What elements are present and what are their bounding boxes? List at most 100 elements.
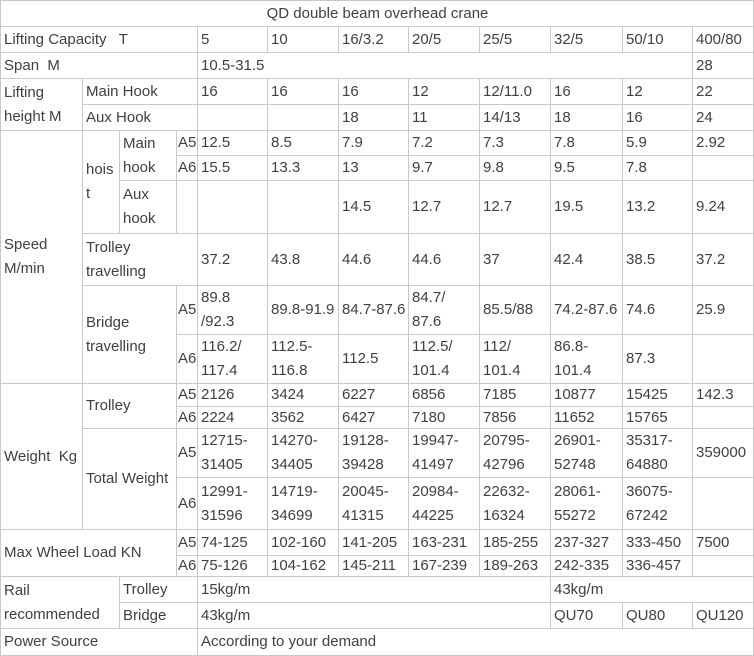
- bridge-a6-value: 86.8- 101.4: [550, 334, 623, 384]
- main-hook-value: 22: [692, 78, 754, 105]
- main-hook-value: 16: [267, 78, 339, 105]
- weight-trolley-a6-value: 15765: [622, 406, 693, 429]
- trolley-travelling-value: 37.2: [692, 233, 754, 286]
- total-weight-a5-value: 14270- 34405: [267, 428, 339, 478]
- hoist-main-a6-value: 15.5: [197, 155, 268, 181]
- total-weight-a6-value: 20984- 44225: [408, 477, 480, 530]
- bridge-a6-value: 112/ 101.4: [479, 334, 551, 384]
- label-bridge-travelling: Bridge travelling: [82, 285, 177, 384]
- max-wheel-a5-value: 74-125: [197, 529, 268, 556]
- bridge-a6-value: [692, 334, 754, 384]
- main-hook-value: 16: [197, 78, 268, 105]
- main-hook-value: 12: [622, 78, 693, 105]
- label-max-wheel-load: Max Wheel Load KN: [0, 529, 177, 577]
- hoist-main-a5-value: 7.2: [408, 130, 480, 156]
- weight-trolley-a6-value: 7856: [479, 406, 551, 429]
- capacity-value: 50/10: [622, 26, 693, 53]
- weight-trolley-a5-value: 15425: [622, 383, 693, 407]
- bridge-a6-value: 112.5/ 101.4: [408, 334, 480, 384]
- bridge-a5-value: 25.9: [692, 285, 754, 335]
- capacity-row: Lifting Capacity T 5 10 16/3.2 20/5 25/5…: [0, 26, 754, 53]
- max-wheel-a6-value: 336-457: [622, 555, 693, 577]
- hoist-main-a6-value: 13: [338, 155, 409, 181]
- trolley-travelling-value: 44.6: [338, 233, 409, 286]
- span-value: 10.5-31.5: [197, 52, 693, 79]
- hoist-main-a5-row: Speed M/min hoist Main hook A5 12.5 8.5 …: [0, 130, 754, 384]
- label-rail-trolley: Trolley: [119, 576, 198, 603]
- lifting-height-main-row: Lifting height M Main Hook 16 16 16 12 1…: [0, 78, 754, 131]
- hoist-aux-value: [197, 180, 268, 234]
- total-weight-a5-value: 12715- 31405: [197, 428, 268, 478]
- rail-bridge-qu70: QU70: [550, 602, 623, 629]
- hoist-main-a5-value: 5.9: [622, 130, 693, 156]
- trolley-travelling-value: 38.5: [622, 233, 693, 286]
- max-wheel-a5-value: 141-205: [338, 529, 409, 556]
- hoist-aux-value: 9.24: [692, 180, 754, 234]
- max-wheel-a5-value: 185-255: [479, 529, 551, 556]
- max-wheel-a5-value: 163-231: [408, 529, 480, 556]
- grade-cell: A6: [176, 555, 198, 577]
- label-trolley-travelling: Trolley travelling: [82, 233, 198, 286]
- label-hoist-main-hook: Main hook: [119, 130, 177, 181]
- bridge-a6-value: 112.5- 116.8: [267, 334, 339, 384]
- total-weight-a6-value: 36075- 67242: [622, 477, 693, 530]
- max-wheel-a6-value: 189-263: [479, 555, 551, 577]
- aux-hook-value: 18: [550, 104, 623, 131]
- trolley-travelling-value: 42.4: [550, 233, 623, 286]
- max-wheel-a6-value: 242-335: [550, 555, 623, 577]
- label-span: Span M: [0, 52, 198, 79]
- hoist-main-a6-value: 9.7: [408, 155, 480, 181]
- hoist-aux-value: [267, 180, 339, 234]
- label-power-source: Power Source: [0, 628, 198, 656]
- max-wheel-a5-value: 237-327: [550, 529, 623, 556]
- hoist-aux-value: 19.5: [550, 180, 623, 234]
- table-title: QD double beam overhead crane: [0, 0, 754, 27]
- total-weight-a6-value: 28061- 55272: [550, 477, 623, 530]
- trolley-travelling-row: Trolley travelling 37.2 43.8 44.6 44.6 3…: [1, 233, 754, 286]
- label-lifting-height: Lifting height M: [0, 78, 83, 131]
- hoist-aux-value: 14.5: [338, 180, 409, 234]
- hoist-aux-row: Aux hook 14.5 12.7 12.7 19.5 13.2 9.24: [1, 180, 754, 234]
- grade-cell: A6: [176, 155, 198, 181]
- aux-hook-value: 16: [622, 104, 693, 131]
- total-weight-a6-value: 12991- 31596: [197, 477, 268, 530]
- hoist-main-a6-value: 9.8: [479, 155, 551, 181]
- trolley-travelling-value: 43.8: [267, 233, 339, 286]
- weight-trolley-a5-value: 6856: [408, 383, 480, 407]
- max-wheel-a5-value: 7500: [692, 529, 754, 556]
- total-weight-a6-row: A6 12991- 31596 14719- 34699 20045- 4131…: [1, 477, 754, 530]
- hoist-main-a5-value: 8.5: [267, 130, 339, 156]
- capacity-value: 10: [267, 26, 339, 53]
- label-aux-hook: Aux Hook: [82, 104, 198, 131]
- aux-hook-value: 11: [408, 104, 480, 131]
- weight-trolley-a6-value: 6427: [338, 406, 409, 429]
- aux-hook-value: 24: [692, 104, 754, 131]
- label-weight: Weight Kg: [0, 383, 83, 530]
- label-hoist: hoist: [82, 130, 120, 234]
- bridge-a5-value: 84.7/ 87.6: [408, 285, 480, 335]
- hoist-main-a5-value: 7.9: [338, 130, 409, 156]
- total-weight-a5-value: 19947- 41497: [408, 428, 480, 478]
- bridge-a5-value: 74.6: [622, 285, 693, 335]
- main-hook-value: 16: [550, 78, 623, 105]
- grade-cell: A5: [176, 529, 198, 556]
- power-source-row: Power Source According to your demand: [0, 628, 754, 656]
- bridge-a6-value: 112.5: [338, 334, 409, 384]
- rail-bridge-row: Bridge 43kg/m QU70 QU80 QU120: [1, 602, 754, 629]
- rail-trolley-right-value: 43kg/m: [550, 576, 754, 603]
- weight-trolley-a6-value: 7180: [408, 406, 480, 429]
- rail-bridge-left-value: 43kg/m: [197, 602, 551, 629]
- weight-trolley-a5-value: 6227: [338, 383, 409, 407]
- total-weight-a5-value: 20795- 42796: [479, 428, 551, 478]
- total-weight-a6-value: [692, 477, 754, 530]
- capacity-value: 400/80: [692, 26, 754, 53]
- rail-bridge-qu80: QU80: [622, 602, 693, 629]
- weight-trolley-a6-value: 11652: [550, 406, 623, 429]
- capacity-value: 16/3.2: [338, 26, 409, 53]
- weight-trolley-a5-value: 3424: [267, 383, 339, 407]
- grade-cell: A5: [176, 130, 198, 156]
- trolley-travelling-value: 44.6: [408, 233, 480, 286]
- total-weight-a5-value: 26901- 52748: [550, 428, 623, 478]
- hoist-main-a6-value: [692, 155, 754, 181]
- label-rail-bridge: Bridge: [119, 602, 198, 629]
